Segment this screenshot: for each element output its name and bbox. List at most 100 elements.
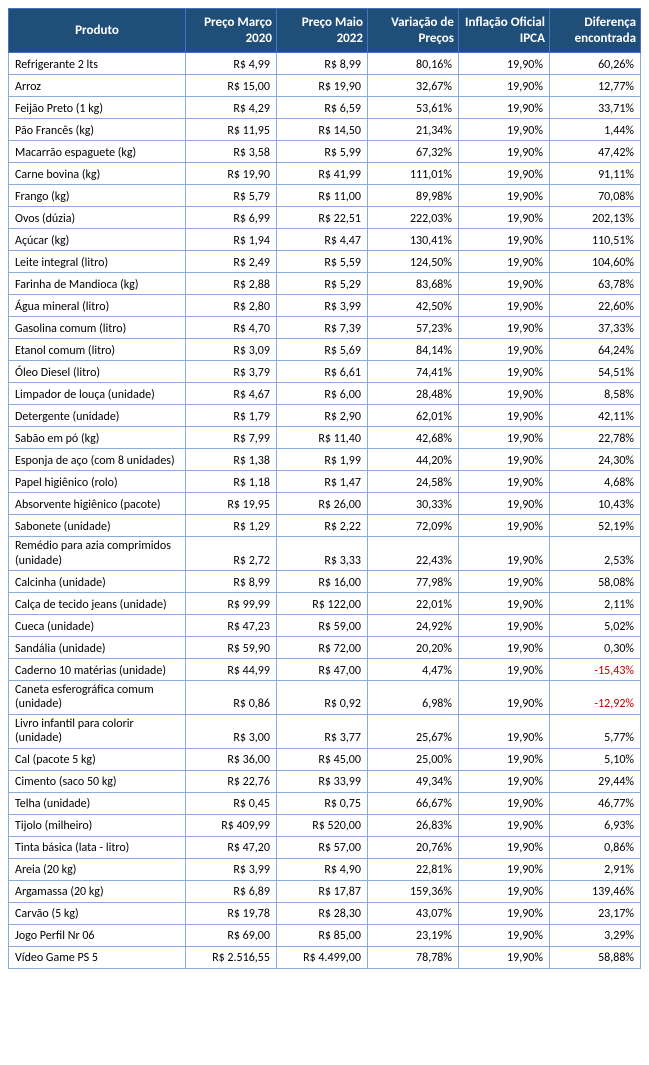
cell-produto: Gasolina comum (litro) (9, 317, 186, 339)
cell-ipca: 19,90% (458, 614, 549, 636)
cell-diferenca: 4,68% (549, 471, 640, 493)
cell-diferenca: 22,60% (549, 295, 640, 317)
cell-produto: Jogo Perfil Nr 06 (9, 924, 186, 946)
cell-produto: Óleo Diesel (litro) (9, 361, 186, 383)
col-header-diferenca: Diferença encontrada (549, 9, 640, 53)
cell-variacao: 42,68% (367, 427, 458, 449)
cell-preco-2022: R$ 7,39 (276, 317, 367, 339)
cell-produto: Tinta básica (lata - litro) (9, 836, 186, 858)
table-row: Pão Francês (kg)R$ 11,95R$ 14,5021,34%19… (9, 119, 641, 141)
table-row: Telha (unidade)R$ 0,45R$ 0,7566,67%19,90… (9, 792, 641, 814)
cell-produto: Areia (20 kg) (9, 858, 186, 880)
cell-preco-2020: R$ 1,79 (185, 405, 276, 427)
cell-ipca: 19,90% (458, 748, 549, 770)
table-row: Absorvente higiênico (pacote)R$ 19,95R$ … (9, 493, 641, 515)
table-row: Calça de tecido jeans (unidade)R$ 99,99R… (9, 592, 641, 614)
cell-preco-2022: R$ 16,00 (276, 570, 367, 592)
cell-preco-2022: R$ 5,99 (276, 141, 367, 163)
cell-preco-2020: R$ 3,09 (185, 339, 276, 361)
cell-produto: Frango (kg) (9, 185, 186, 207)
cell-variacao: 22,43% (367, 537, 458, 571)
cell-variacao: 23,19% (367, 924, 458, 946)
cell-preco-2022: R$ 11,40 (276, 427, 367, 449)
cell-variacao: 20,20% (367, 636, 458, 658)
cell-diferenca: 110,51% (549, 229, 640, 251)
table-row: Frango (kg)R$ 5,79R$ 11,0089,98%19,90%70… (9, 185, 641, 207)
cell-produto: Sabonete (unidade) (9, 515, 186, 537)
cell-diferenca: -12,92% (549, 680, 640, 714)
cell-diferenca: 24,30% (549, 449, 640, 471)
cell-preco-2022: R$ 11,00 (276, 185, 367, 207)
cell-preco-2022: R$ 3,99 (276, 295, 367, 317)
cell-variacao: 66,67% (367, 792, 458, 814)
cell-diferenca: 12,77% (549, 75, 640, 97)
cell-variacao: 22,01% (367, 592, 458, 614)
cell-diferenca: 42,11% (549, 405, 640, 427)
cell-variacao: 83,68% (367, 273, 458, 295)
cell-preco-2020: R$ 6,89 (185, 880, 276, 902)
cell-diferenca: 139,46% (549, 880, 640, 902)
cell-diferenca: 8,58% (549, 383, 640, 405)
cell-preco-2020: R$ 0,45 (185, 792, 276, 814)
cell-ipca: 19,90% (458, 537, 549, 571)
cell-preco-2020: R$ 2,72 (185, 537, 276, 571)
cell-produto: Açúcar (kg) (9, 229, 186, 251)
cell-produto: Argamassa (20 kg) (9, 880, 186, 902)
cell-variacao: 222,03% (367, 207, 458, 229)
table-row: Cimento (saco 50 kg)R$ 22,76R$ 33,9949,3… (9, 770, 641, 792)
cell-ipca: 19,90% (458, 427, 549, 449)
cell-diferenca: 33,71% (549, 97, 640, 119)
cell-preco-2020: R$ 1,38 (185, 449, 276, 471)
cell-ipca: 19,90% (458, 880, 549, 902)
table-row: Sabão em pó (kg)R$ 7,99R$ 11,4042,68%19,… (9, 427, 641, 449)
table-row: Cueca (unidade)R$ 47,23R$ 59,0024,92%19,… (9, 614, 641, 636)
cell-variacao: 159,36% (367, 880, 458, 902)
cell-preco-2020: R$ 99,99 (185, 592, 276, 614)
cell-preco-2022: R$ 2,22 (276, 515, 367, 537)
cell-preco-2020: R$ 4,29 (185, 97, 276, 119)
cell-produto: Esponja de aço (com 8 unidades) (9, 449, 186, 471)
table-row: Argamassa (20 kg)R$ 6,89R$ 17,87159,36%1… (9, 880, 641, 902)
cell-preco-2022: R$ 4.499,00 (276, 946, 367, 968)
cell-diferenca: 3,29% (549, 924, 640, 946)
cell-preco-2020: R$ 409,99 (185, 814, 276, 836)
cell-ipca: 19,90% (458, 119, 549, 141)
cell-variacao: 72,09% (367, 515, 458, 537)
cell-preco-2020: R$ 2,80 (185, 295, 276, 317)
cell-preco-2022: R$ 1,47 (276, 471, 367, 493)
cell-diferenca: 46,77% (549, 792, 640, 814)
cell-variacao: 6,98% (367, 680, 458, 714)
cell-diferenca: 91,11% (549, 163, 640, 185)
cell-diferenca: 37,33% (549, 317, 640, 339)
cell-ipca: 19,90% (458, 141, 549, 163)
cell-preco-2022: R$ 6,59 (276, 97, 367, 119)
cell-variacao: 4,47% (367, 658, 458, 680)
col-header-2022: Preço Maio 2022 (276, 9, 367, 53)
table-row: Farinha de Mandioca (kg)R$ 2,88R$ 5,2983… (9, 273, 641, 295)
cell-ipca: 19,90% (458, 449, 549, 471)
cell-diferenca: 63,78% (549, 273, 640, 295)
cell-ipca: 19,90% (458, 836, 549, 858)
cell-diferenca: 202,13% (549, 207, 640, 229)
cell-ipca: 19,90% (458, 946, 549, 968)
cell-preco-2020: R$ 2,49 (185, 251, 276, 273)
cell-produto: Carne bovina (kg) (9, 163, 186, 185)
cell-variacao: 25,67% (367, 714, 458, 748)
table-row: Açúcar (kg)R$ 1,94R$ 4,47130,41%19,90%11… (9, 229, 641, 251)
cell-preco-2020: R$ 22,76 (185, 770, 276, 792)
cell-diferenca: 23,17% (549, 902, 640, 924)
cell-preco-2022: R$ 4,47 (276, 229, 367, 251)
cell-ipca: 19,90% (458, 814, 549, 836)
cell-diferenca: 22,78% (549, 427, 640, 449)
cell-preco-2020: R$ 1,29 (185, 515, 276, 537)
cell-variacao: 44,20% (367, 449, 458, 471)
table-body: Refrigerante 2 ltsR$ 4,99R$ 8,9980,16%19… (9, 53, 641, 968)
cell-preco-2022: R$ 122,00 (276, 592, 367, 614)
cell-preco-2022: R$ 59,00 (276, 614, 367, 636)
cell-variacao: 25,00% (367, 748, 458, 770)
table-row: Leite integral (litro)R$ 2,49R$ 5,59124,… (9, 251, 641, 273)
cell-preco-2020: R$ 47,23 (185, 614, 276, 636)
cell-preco-2022: R$ 0,92 (276, 680, 367, 714)
cell-preco-2022: R$ 6,00 (276, 383, 367, 405)
cell-variacao: 84,14% (367, 339, 458, 361)
